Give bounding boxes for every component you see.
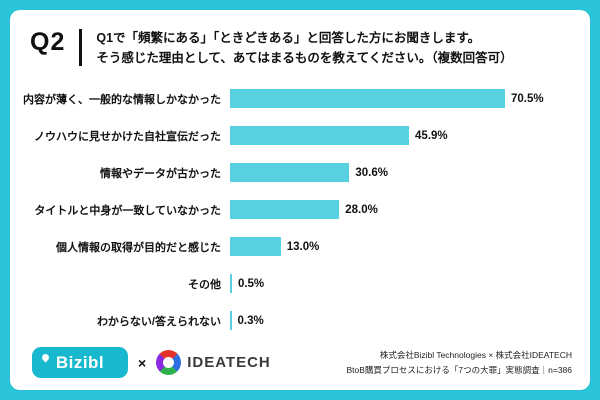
bar-area: 28.0% [230, 200, 580, 219]
chart-row: 個人情報の取得が目的だと感じた 13.0% [16, 228, 580, 265]
bar [230, 237, 281, 256]
credit-text: 株式会社Bizibl Technologies × 株式会社IDEATECH B… [346, 348, 572, 376]
question-line-2: そう感じた理由として、あてはまるものを教えてください。（複数回答可） [96, 51, 513, 65]
category-label: 内容が薄く、一般的な情報しかなかった [23, 93, 221, 106]
category-label: その他 [188, 278, 221, 291]
value-label: 13.0% [286, 240, 320, 253]
value-label: 0.5% [237, 277, 265, 290]
chart-row: その他 0.5% [16, 265, 580, 302]
bar [230, 200, 340, 219]
value-label: 30.6% [355, 166, 388, 179]
bizibl-leaf-icon [40, 352, 51, 363]
category-label: 情報やデータが古かった [100, 167, 221, 180]
value-label: 0.3% [237, 314, 264, 327]
bar-chart-rows: 内容が薄く、一般的な情報しかなかった 70.5% ノウハウに見せかけた自社宣伝だった… [16, 80, 580, 339]
question-number: Q2 [30, 28, 66, 56]
category-label: わからない/答えられない [96, 315, 221, 328]
credit-line-2: BtoB購買プロセスにおける「7つの大罪」実態調査｜n=386 [346, 364, 572, 375]
bizibl-logo-text: Bizibl [55, 352, 105, 372]
bar-area: 70.5% [230, 89, 580, 108]
chart-row: わからない/答えられない 0.3% [16, 302, 580, 339]
chart-row: ノウハウに見せかけた自社宣伝だった 45.9% [16, 117, 580, 154]
question-text: Q1で「頻繁にある」「ときどきある」と回答した方にお聞きします。 そう感じた理由… [96, 26, 512, 68]
ideatech-ring-icon [156, 350, 182, 375]
bar-area: 13.0% [230, 237, 580, 256]
chart-row: 情報やデータが古かった 30.6% [16, 154, 580, 191]
value-label: 28.0% [345, 203, 378, 216]
ideatech-logo-text: IDEATECH [187, 354, 271, 371]
category-label: ノウハウに見せかけた自社宣伝だった [34, 130, 221, 143]
category-label: 個人情報の取得が目的だと感じた [56, 241, 221, 254]
question-line-1: Q1で「頻繁にある」「ときどきある」と回答した方にお聞きします。 [96, 31, 481, 45]
question-header: Q2 Q1で「頻繁にある」「ときどきある」と回答した方にお聞きします。 そう感じ… [10, 10, 590, 72]
bizibl-logo: Bizibl [32, 347, 128, 378]
bar-chart: 内容が薄く、一般的な情報しかなかった 70.5% ノウハウに見せかけた自社宣伝だった… [10, 72, 590, 339]
bar [230, 311, 232, 330]
bar-area: 0.5% [230, 274, 580, 293]
cross-mark: × [138, 354, 147, 371]
chart-row: 内容が薄く、一般的な情報しかなかった 70.5% [16, 80, 580, 117]
bar-area: 45.9% [230, 126, 580, 145]
credit-line-1: 株式会社Bizibl Technologies × 株式会社IDEATECH [379, 350, 572, 361]
footer: Bizibl × IDEATECH 株式会社Bizibl Technologie… [32, 347, 572, 378]
ideatech-logo: IDEATECH [156, 350, 271, 375]
bar-area: 0.3% [230, 311, 580, 330]
bar [230, 163, 350, 182]
value-label: 45.9% [415, 129, 448, 142]
bar [230, 89, 505, 108]
header-divider [79, 29, 83, 66]
bar [230, 274, 232, 293]
value-label: 70.5% [511, 92, 544, 105]
bar [230, 126, 410, 145]
bar-area: 30.6% [230, 163, 580, 182]
category-label: タイトルと中身が一致していなかった [34, 204, 221, 217]
survey-card: Q2 Q1で「頻繁にある」「ときどきある」と回答した方にお聞きします。 そう感じ… [10, 10, 590, 390]
chart-row: タイトルと中身が一致していなかった 28.0% [16, 191, 580, 228]
